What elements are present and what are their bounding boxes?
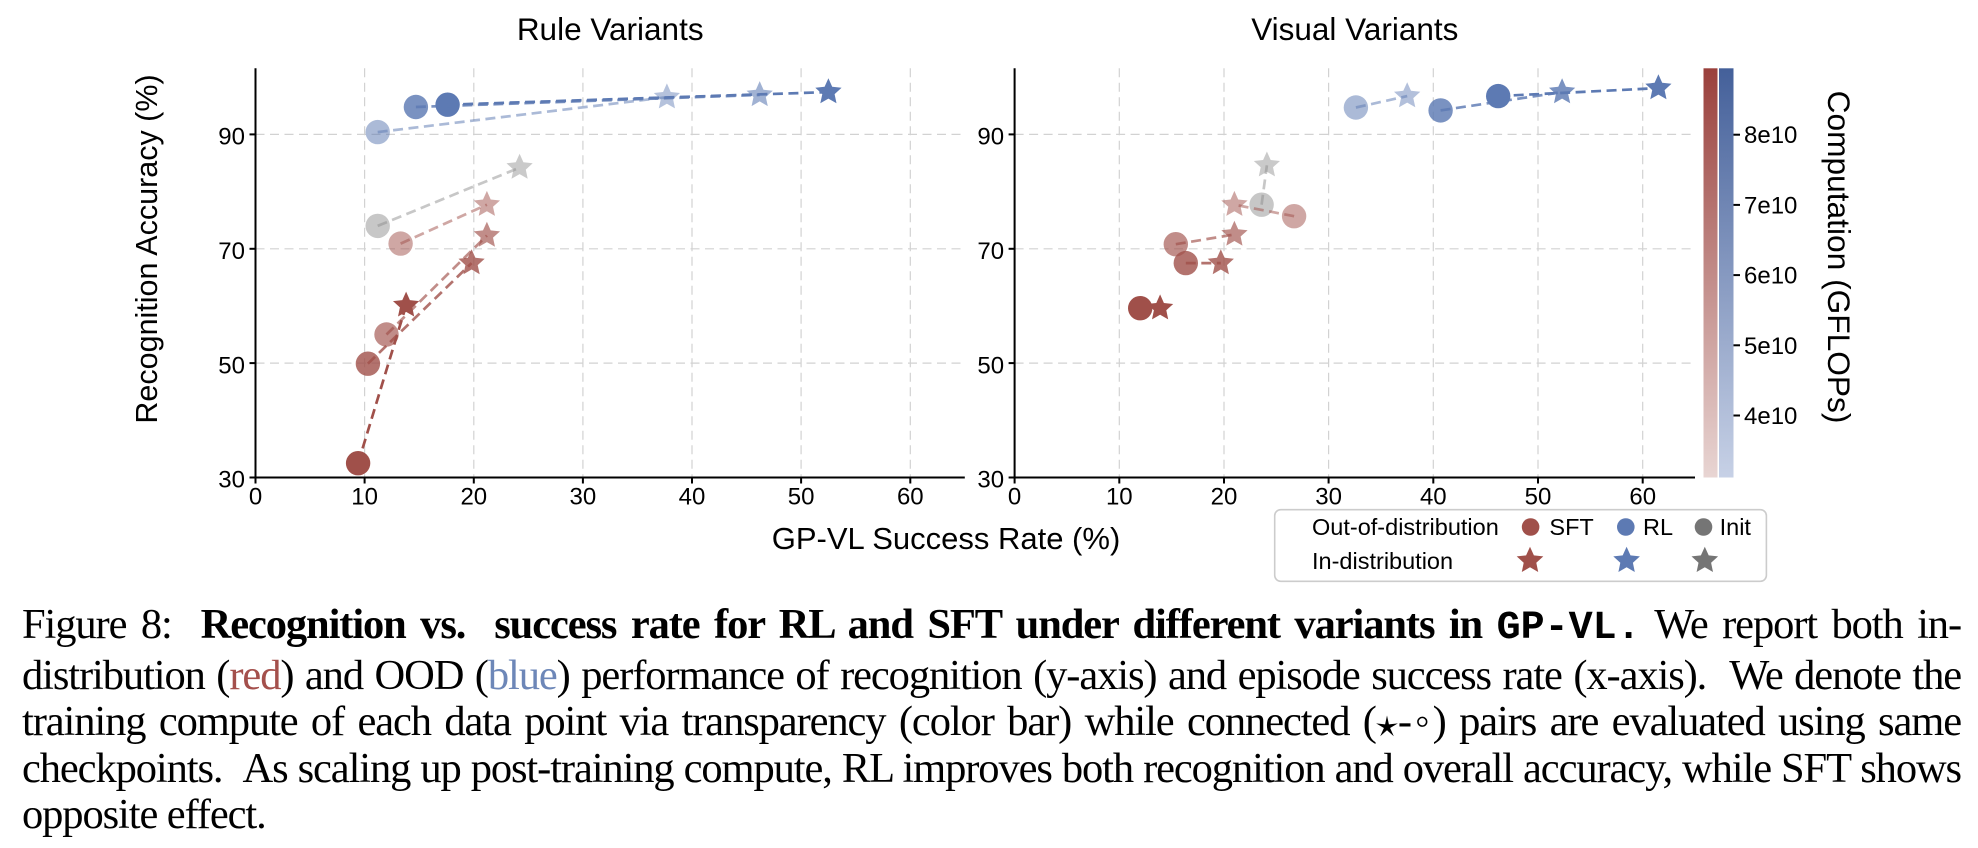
svg-text:40: 40: [679, 484, 706, 511]
svg-text:8e10: 8e10: [1744, 122, 1797, 149]
svg-text:30: 30: [977, 467, 1004, 494]
svg-text:GP-VL Success Rate (%): GP-VL Success Rate (%): [772, 521, 1121, 556]
svg-text:In-distribution: In-distribution: [1312, 548, 1453, 574]
svg-text:20: 20: [460, 484, 487, 511]
svg-text:Out-of-distribution: Out-of-distribution: [1312, 514, 1499, 540]
svg-text:10: 10: [1106, 484, 1133, 511]
svg-text:Visual Variants: Visual Variants: [1251, 11, 1458, 47]
svg-text:30: 30: [570, 484, 597, 511]
svg-text:Init: Init: [1720, 514, 1752, 540]
svg-text:60: 60: [1629, 484, 1656, 511]
svg-text:30: 30: [1315, 484, 1342, 511]
svg-text:10: 10: [351, 484, 378, 511]
svg-text:90: 90: [218, 124, 245, 151]
svg-text:SFT: SFT: [1549, 514, 1593, 540]
svg-text:Recognition Accuracy (%): Recognition Accuracy (%): [130, 74, 164, 423]
svg-text:70: 70: [218, 238, 245, 265]
svg-text:0: 0: [249, 484, 262, 511]
svg-text:0: 0: [1008, 484, 1021, 511]
svg-text:20: 20: [1211, 484, 1238, 511]
svg-text:60: 60: [897, 484, 924, 511]
svg-text:50: 50: [1525, 484, 1552, 511]
svg-text:40: 40: [1420, 484, 1447, 511]
svg-text:Computation (GFLOPs): Computation (GFLOPs): [1821, 91, 1857, 424]
svg-text:5e10: 5e10: [1744, 333, 1797, 360]
svg-text:RL: RL: [1643, 514, 1673, 540]
svg-text:70: 70: [977, 238, 1004, 265]
svg-text:50: 50: [218, 352, 245, 379]
svg-text:30: 30: [218, 467, 245, 494]
svg-text:Rule Variants: Rule Variants: [517, 11, 704, 47]
svg-text:4e10: 4e10: [1744, 403, 1797, 430]
svg-text:50: 50: [977, 352, 1004, 379]
svg-text:50: 50: [788, 484, 815, 511]
svg-text:6e10: 6e10: [1744, 263, 1797, 290]
svg-text:90: 90: [977, 124, 1004, 151]
svg-text:7e10: 7e10: [1744, 192, 1797, 219]
